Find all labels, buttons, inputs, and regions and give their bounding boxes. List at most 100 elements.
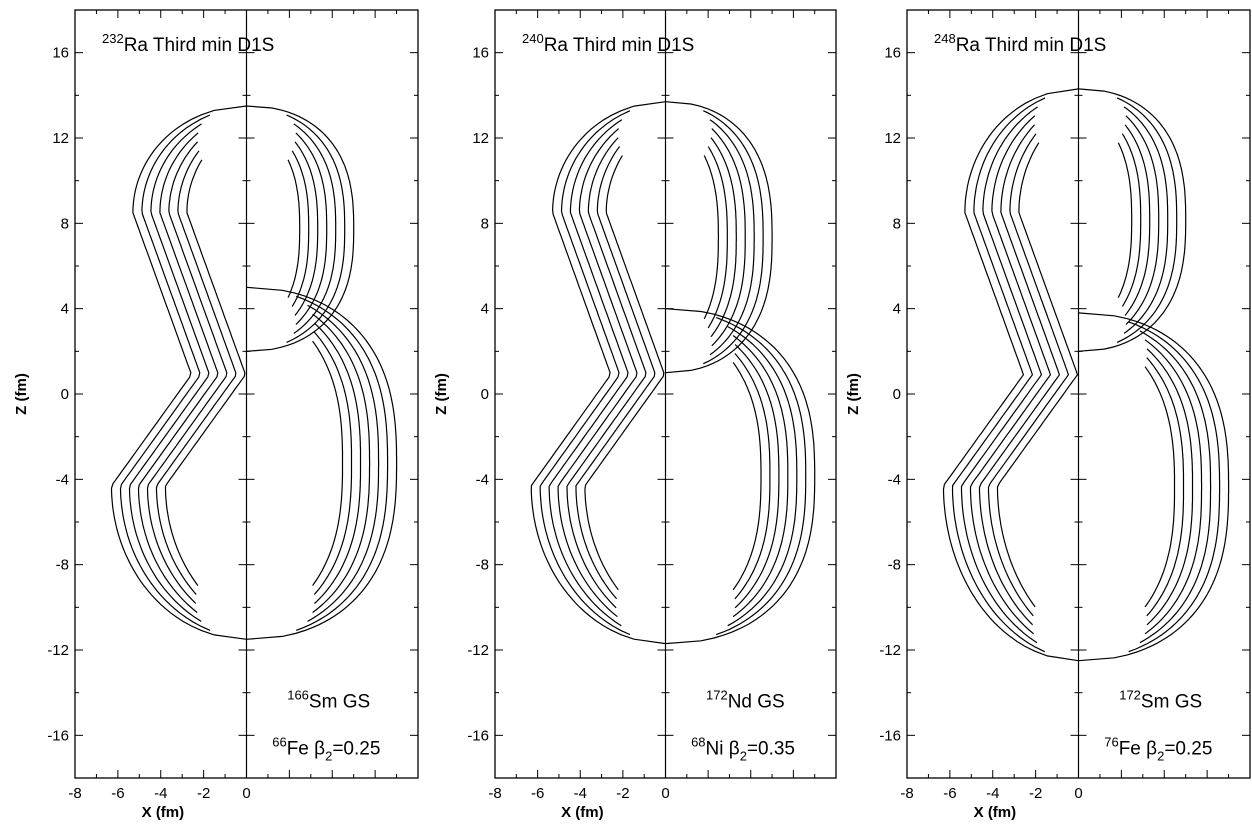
x-axis-title: X (fm) (142, 804, 185, 821)
y-tick-label: 12 (884, 130, 901, 147)
y-tick-label: 0 (481, 386, 489, 403)
panel-3: 16 12 8 4 0 -4 -8 -12 -16 -8 -6 -4 -2 0 X (fm) Z (fm) 24… (845, 9, 1251, 821)
panel-title: 232Ra Third min D1S (102, 31, 274, 56)
right-lower-density-contour (732, 335, 789, 618)
y-axis-title: Z (fm) (13, 373, 30, 415)
right-upper-density-contour (711, 128, 746, 347)
x-tick-label: -6 (531, 785, 544, 802)
y-tick-label: -8 (476, 557, 489, 574)
right-lower-density-contour (314, 322, 362, 604)
right-lower-density-contour (1146, 357, 1185, 617)
left-density-contour (164, 159, 246, 586)
right-lower-density-contour (1144, 339, 1203, 635)
y-tick-label: 4 (481, 301, 489, 318)
x-tick-label: -8 (68, 785, 81, 802)
right-lower-density-contour (1144, 366, 1176, 608)
y-tick-label: -16 (879, 727, 901, 744)
left-density-contour (987, 133, 1070, 617)
right-upper-density-contour (703, 110, 764, 365)
right-upper-density-contour (710, 137, 737, 338)
deformation-label: 66Fe β2=0.25 (272, 735, 380, 764)
left-density-contour (146, 141, 228, 604)
left-density-contour (566, 137, 647, 609)
x-tick-label: -2 (616, 785, 629, 802)
right-upper-density-contour (707, 146, 728, 329)
fragment-label: 172Nd GS (706, 688, 785, 713)
left-density-contour (110, 105, 247, 640)
y-tick-label: 12 (472, 130, 489, 147)
y-tick-label: 4 (893, 301, 901, 318)
y-tick-label: 16 (472, 45, 489, 62)
right-upper-density-contour (1116, 97, 1178, 343)
x-tick-label: -6 (111, 785, 124, 802)
right-lower-density-contour (734, 344, 780, 609)
right-lower-density-contour (312, 313, 371, 613)
right-lower-density-contour (732, 362, 762, 591)
panel-title: 248Ra Third min D1S (934, 31, 1106, 56)
left-density-contour (119, 114, 211, 631)
x-tick-label: -4 (986, 785, 999, 802)
x-tick-label: 0 (242, 785, 250, 802)
left-density-contour (530, 101, 666, 645)
left-density-contour (137, 132, 219, 613)
right-upper-density-contour (709, 119, 755, 356)
right-upper-density-contour (291, 150, 310, 307)
right-upper-density-contour (665, 101, 773, 374)
right-lower-density-contour (1139, 330, 1212, 644)
panel-1: 16 12 8 4 0 -4 -8 -12 -16 -8 -6 -4 -2 0 X (fm) Z (fm) 23… (13, 9, 419, 821)
left-density-contour (978, 124, 1061, 626)
right-lower-density-contour (715, 317, 807, 636)
right-lower-density-contour (734, 353, 771, 600)
right-upper-density-contour (295, 132, 328, 325)
right-lower-density-contour (1078, 312, 1230, 662)
y-tick-label: 0 (61, 386, 69, 403)
y-tick-label: 8 (481, 215, 489, 232)
right-lower-density-contour (295, 295, 389, 631)
x-tick-label: -8 (900, 785, 913, 802)
y-tick-label: -12 (879, 642, 901, 659)
left-density-contour (996, 142, 1079, 608)
y-tick-label: 8 (61, 215, 69, 232)
left-density-contour (942, 88, 1079, 662)
y-tick-label: 16 (52, 45, 69, 62)
panel-2: 16 12 8 4 0 -4 -8 -12 -16 -8 -6 -4 -2 0 X (fm) Z (fm) 24… (433, 9, 837, 821)
right-upper-density-contour (294, 141, 319, 316)
y-tick-label: -16 (47, 727, 69, 744)
y-tick-label: -12 (47, 642, 69, 659)
right-lower-density-contour (1128, 321, 1221, 653)
right-upper-density-contour (1123, 106, 1169, 334)
right-upper-density-contour (1124, 124, 1151, 316)
right-upper-density-contour (293, 123, 337, 334)
right-upper-density-contour (287, 159, 301, 298)
left-density-contour (548, 119, 629, 627)
y-axis-title: Z (fm) (433, 373, 450, 415)
y-tick-label: -16 (467, 727, 489, 744)
left-density-contour (557, 128, 638, 618)
left-density-contour (128, 123, 210, 622)
right-upper-density-contour (1121, 133, 1142, 307)
fragment-label: 166Sm GS (287, 688, 370, 713)
right-upper-density-contour (286, 114, 346, 343)
x-axis-title: X (fm) (974, 804, 1017, 821)
x-tick-label: -4 (574, 785, 587, 802)
x-tick-label: 0 (661, 785, 669, 802)
y-tick-label: -12 (467, 642, 489, 659)
y-tick-label: 16 (884, 45, 901, 62)
x-tick-label: -2 (197, 785, 210, 802)
y-tick-label: 4 (61, 301, 69, 318)
y-tick-label: -4 (476, 471, 489, 488)
left-density-contour (584, 155, 665, 591)
left-density-contour (539, 110, 631, 636)
right-lower-density-contour (312, 340, 344, 586)
right-lower-density-contour (727, 326, 798, 627)
right-upper-density-contour (1117, 142, 1133, 298)
left-density-contour (951, 97, 1046, 653)
x-tick-label: -4 (154, 785, 167, 802)
right-upper-density-contour (1125, 115, 1160, 325)
right-lower-density-contour (665, 308, 816, 645)
right-upper-density-contour (1078, 88, 1187, 352)
x-tick-label: -6 (943, 785, 956, 802)
right-upper-density-contour (703, 155, 719, 320)
x-tick-label: 0 (1074, 785, 1082, 802)
